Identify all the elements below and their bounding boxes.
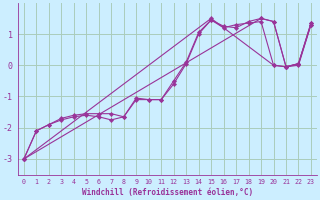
X-axis label: Windchill (Refroidissement éolien,°C): Windchill (Refroidissement éolien,°C) [82, 188, 253, 197]
